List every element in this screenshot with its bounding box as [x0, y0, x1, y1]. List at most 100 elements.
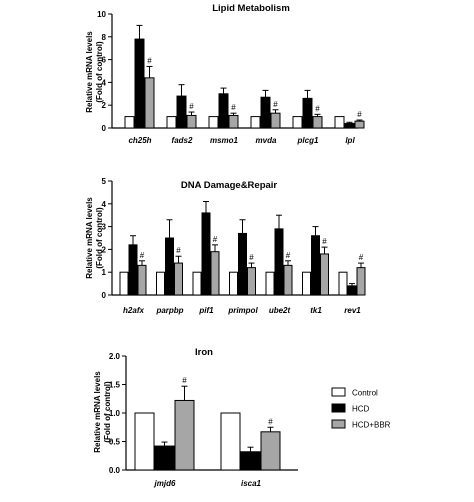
- bar-hcd: [347, 285, 357, 296]
- significance-mark: #: [322, 237, 327, 246]
- significance-mark: #: [147, 56, 152, 65]
- bar-control: [192, 271, 202, 296]
- y-tick-label: 2: [102, 245, 107, 254]
- bar-hcd: [201, 212, 211, 296]
- significance-mark: #: [249, 253, 254, 262]
- y-tick-label: 1.5: [109, 381, 121, 390]
- y-tick-label: 1: [102, 268, 107, 277]
- bar-control: [302, 271, 311, 296]
- significance-mark: #: [315, 104, 320, 113]
- y-tick-label: 1.0: [109, 409, 121, 418]
- category-label: msmo1: [210, 136, 239, 145]
- significance-mark: #: [268, 417, 273, 426]
- y-tick-label: 0: [102, 291, 107, 300]
- category-label: plcg1: [297, 136, 319, 145]
- bar-hcd: [311, 235, 320, 296]
- y-axis-label: Relative mRNA levels(Fold of control): [93, 371, 112, 453]
- legend-label: HCD: [352, 405, 370, 414]
- category-label: h2afx: [123, 306, 144, 315]
- bar-control: [166, 116, 177, 129]
- bar-control: [334, 116, 345, 129]
- bar-hcd: [154, 445, 175, 471]
- legend: Control HCD HCD+BBR: [331, 387, 391, 430]
- significance-mark: #: [176, 246, 181, 255]
- y-tick-label: 4: [102, 200, 107, 209]
- chart-title: Lipid Metabolism: [212, 3, 290, 14]
- bar-control: [265, 271, 275, 296]
- bar-control: [208, 116, 219, 129]
- y-tick-label: 6: [102, 56, 107, 65]
- bar-hcd-bbr: [283, 264, 293, 296]
- y-tick-label: 2.0: [109, 352, 121, 361]
- significance-mark: #: [273, 100, 278, 109]
- bar-hcd: [238, 232, 247, 296]
- bar-hcd-bbr: [260, 431, 281, 471]
- category-label: ch25h: [128, 136, 151, 145]
- legend-label: Control: [352, 389, 378, 398]
- bar-hcd: [274, 228, 284, 296]
- bar-hcd: [240, 451, 261, 471]
- category-label: parpbp: [155, 306, 183, 315]
- y-axis-label: Relative mRNA levels(Fold of control): [85, 31, 104, 113]
- bar-control: [119, 271, 129, 296]
- bar-hcd: [302, 97, 313, 129]
- legend-swatch-hcd: [331, 403, 346, 413]
- bar-hcd-bbr: [210, 251, 220, 296]
- bar-hcd-bbr: [144, 77, 155, 129]
- significance-mark: #: [231, 103, 236, 112]
- bar-control: [220, 412, 241, 471]
- category-label: tk1: [310, 306, 322, 315]
- y-tick-label: 5: [102, 177, 107, 186]
- category-label: rev1: [344, 306, 361, 315]
- bar-hcd: [260, 96, 271, 129]
- y-tick-label: 4: [102, 78, 107, 87]
- bar-hcd-bbr: [312, 116, 323, 129]
- bar-hcd: [128, 244, 138, 296]
- bar-control: [250, 116, 261, 129]
- category-label: lpl: [345, 136, 355, 145]
- bar-control: [156, 271, 165, 296]
- bar-control: [124, 116, 135, 129]
- y-tick-label: 0.5: [109, 438, 121, 447]
- y-tick-label: 2: [102, 101, 107, 110]
- category-label: isca1: [241, 479, 262, 488]
- y-tick-label: 0.0: [109, 466, 121, 475]
- bar-hcd: [176, 95, 187, 129]
- bar-hcd: [165, 237, 174, 296]
- bar-hcd-bbr: [320, 253, 329, 296]
- significance-mark: #: [359, 253, 364, 262]
- category-label: mvda: [256, 136, 277, 145]
- y-tick-label: 3: [102, 223, 107, 232]
- bar-hcd: [218, 93, 229, 129]
- y-axis-label: Relative mRNA levels(Fold of control): [85, 197, 104, 279]
- panel-2: DNA Damage&Repair Relative mRNA levels(Fo…: [85, 177, 366, 315]
- bar-hcd-bbr: [354, 120, 365, 129]
- category-label: ube2t: [269, 306, 291, 315]
- bar-hcd-bbr: [270, 112, 281, 129]
- chart-title: Iron: [195, 347, 213, 358]
- category-label: pif1: [198, 306, 214, 315]
- significance-mark: #: [189, 102, 194, 111]
- bar-hcd-bbr: [186, 114, 197, 129]
- panel-3: Iron Relative mRNA levels(Fold of control…: [93, 347, 298, 488]
- significance-mark: #: [140, 251, 145, 260]
- bar-control: [229, 271, 238, 296]
- bar-hcd-bbr: [174, 262, 183, 296]
- chart-title: DNA Damage&Repair: [181, 180, 278, 191]
- bar-hcd-bbr: [137, 264, 147, 296]
- panel-1: Lipid Metabolism Relative mRNA levels(Fol…: [85, 3, 365, 145]
- bar-control: [292, 116, 303, 129]
- significance-mark: #: [213, 235, 218, 244]
- legend-label: HCD+BBR: [352, 421, 391, 430]
- category-label: primpol: [227, 306, 258, 315]
- bar-hcd-bbr: [356, 267, 366, 296]
- bar-hcd-bbr: [247, 267, 256, 296]
- category-label: jmjd6: [154, 479, 176, 488]
- legend-swatch-hcd-bbr: [331, 419, 346, 429]
- bar-hcd: [344, 122, 355, 129]
- bar-control: [338, 271, 348, 296]
- y-tick-label: 10: [97, 10, 106, 19]
- category-label: fads2: [172, 136, 193, 145]
